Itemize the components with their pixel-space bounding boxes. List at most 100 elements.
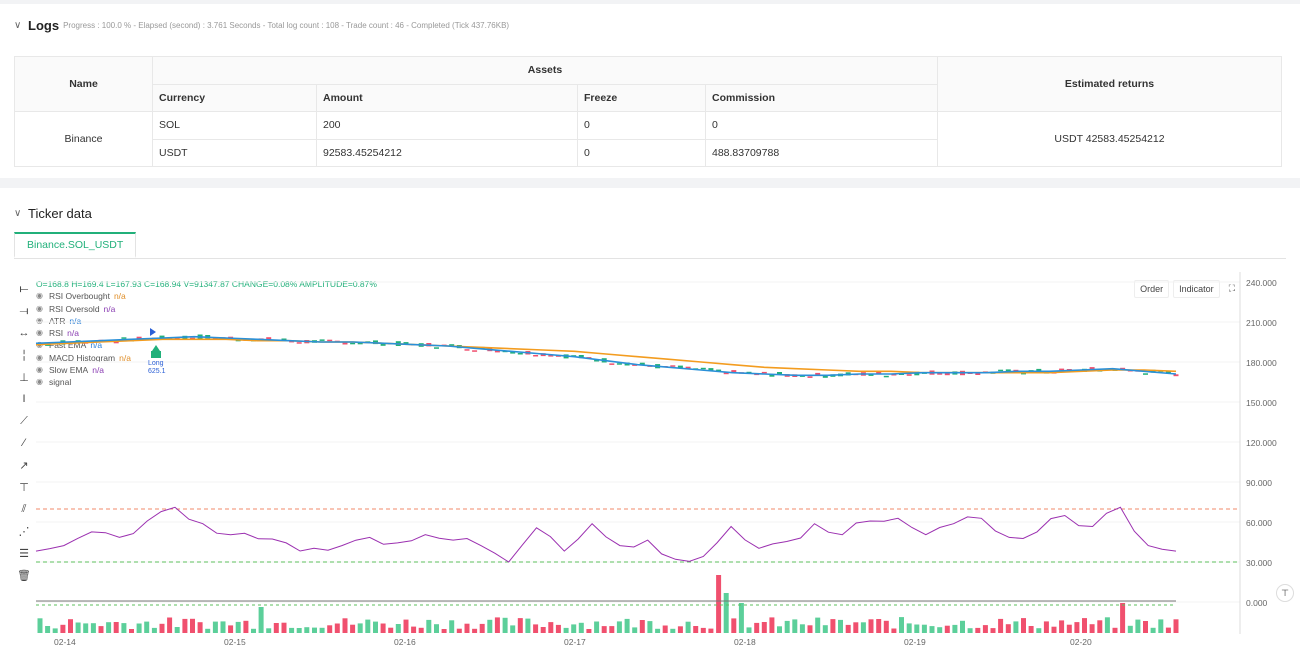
volume-bar (1135, 619, 1141, 633)
volume-bar (1043, 621, 1049, 633)
volume-bar (365, 619, 371, 633)
legend-signal[interactable]: ◉ signal (36, 377, 72, 388)
horizontal-ray-icon[interactable]: ⟞ (19, 304, 29, 317)
trend-line-icon[interactable]: ⟋ (20, 414, 28, 427)
eye-icon[interactable]: ◉ (36, 315, 43, 325)
eye-icon[interactable]: ◉ (36, 303, 43, 313)
volume-bar (693, 626, 699, 633)
tab-divider (14, 258, 1286, 259)
volume-bar (113, 622, 119, 633)
volume-bar (426, 619, 432, 633)
volume-bar (563, 627, 569, 633)
eye-icon[interactable]: ◉ (36, 328, 43, 338)
volume-bar (411, 626, 417, 633)
chevron-down-icon[interactable]: ∨ (14, 208, 22, 219)
trash-icon[interactable]: 🗑 (17, 569, 31, 582)
volume-bar (327, 625, 333, 633)
fib-levels-icon[interactable]: ☰ (19, 547, 29, 560)
candle (1089, 367, 1095, 369)
volume-bar (1127, 625, 1133, 633)
y-tick: 180.000 (1246, 358, 1277, 368)
candle (1036, 368, 1042, 371)
x-tick: 02-18 (734, 637, 756, 647)
parallel-channel-icon[interactable]: ⫽ (21, 502, 27, 515)
fullscreen-icon[interactable]: ⛶ (1228, 283, 1235, 293)
y-tick: 60.000 (1246, 518, 1272, 528)
volume-bar (1097, 620, 1103, 633)
eye-icon[interactable]: ◉ (36, 365, 43, 375)
volume-bar (677, 626, 683, 633)
volume-bar (510, 625, 516, 633)
eye-icon[interactable]: ◉ (36, 352, 43, 362)
logs-header[interactable]: ∨ Logs Progress : 100.0 % - Elapsed (sec… (14, 18, 509, 33)
volume-bar (746, 627, 752, 633)
legend-macd-histogram[interactable]: ◉ MACD Histogram n/a (36, 352, 131, 363)
sub-header-freeze: Freeze (577, 83, 706, 112)
candle (289, 340, 295, 343)
volume-bar (700, 627, 706, 633)
indicator-button[interactable]: Indicator (1173, 280, 1220, 298)
chevron-down-icon[interactable]: ∨ (14, 20, 22, 31)
volume-bar (60, 624, 66, 633)
eye-icon[interactable]: ◉ (36, 291, 43, 301)
amount-cell: 200 (316, 111, 578, 140)
volume-bar (853, 622, 859, 633)
candle (472, 350, 478, 352)
volume-bar (121, 623, 127, 633)
candle (632, 364, 638, 366)
price-line-icon[interactable]: I (22, 393, 26, 405)
volume-bar (403, 619, 409, 633)
volume-bar (304, 627, 310, 633)
long-signal-arrow (152, 345, 160, 351)
y-tick: 30.000 (1246, 558, 1272, 568)
volume-bar (502, 617, 508, 633)
x-tick: 02-16 (394, 637, 416, 647)
ray-icon[interactable]: ⁄ (23, 437, 25, 449)
extended-line-icon[interactable]: ↔ (18, 327, 30, 339)
legend-rsi[interactable]: ◉ RSI n/a (36, 328, 79, 339)
volume-bar (289, 627, 295, 633)
vertical-segment-icon[interactable]: ⊥ (19, 371, 29, 384)
candle (548, 355, 554, 357)
legend-rsi-oversold[interactable]: ◉ RSI Oversold n/a (36, 303, 116, 314)
vertical-line-icon[interactable]: ╎ (20, 349, 28, 362)
candle (807, 376, 813, 378)
x-tick: 02-19 (904, 637, 926, 647)
volume-bar (1104, 617, 1110, 633)
tab-binance-sol-usdt[interactable]: Binance.SOL_USDT (14, 232, 137, 258)
volume-bar (319, 627, 325, 633)
ticker-header[interactable]: ∨ Ticker data (14, 206, 92, 221)
price-channel-icon[interactable]: ⊤ (19, 481, 29, 494)
col-name-header: Name (14, 56, 153, 112)
y-tick: 240.000 (1246, 278, 1277, 288)
volume-bar (838, 619, 843, 633)
eye-icon[interactable]: ◉ (36, 377, 43, 387)
candle (434, 347, 439, 349)
logs-title: Logs (28, 18, 60, 33)
volume-bar (807, 625, 813, 633)
fibonacci-icon[interactable]: ⋰ (18, 525, 30, 538)
volume-bar (151, 627, 157, 633)
legend-slow-ema[interactable]: ◉ Slow EMA n/a (36, 365, 105, 376)
volume-bar (998, 618, 1004, 633)
volume-bar (212, 621, 218, 633)
legend-atr[interactable]: ◉ ATR n/a (36, 315, 82, 326)
horizontal-line-icon[interactable]: ⟝ (19, 282, 29, 295)
col-assets-header: Assets (152, 56, 938, 85)
volume-bar (1028, 626, 1034, 633)
volume-bar (990, 628, 996, 633)
scroll-top-icon[interactable]: ⊤ (1276, 584, 1294, 602)
sub-header-amount: Amount (316, 83, 578, 112)
arrow-line-icon[interactable]: ↗ (19, 459, 29, 472)
volume-bar (1089, 624, 1095, 633)
volume-bar (1173, 619, 1179, 633)
volume-bar (883, 620, 889, 633)
price-chart[interactable]: Long 625.1 (0, 188, 1300, 659)
volume-bar (960, 620, 965, 633)
order-button[interactable]: Order (1134, 280, 1170, 298)
legend-rsi-overbought[interactable]: ◉ RSI Overbought n/a (36, 291, 126, 302)
volume-bar (98, 626, 104, 633)
candle (1143, 373, 1148, 375)
volume-bar (708, 628, 714, 633)
volume-bar (1074, 622, 1080, 633)
